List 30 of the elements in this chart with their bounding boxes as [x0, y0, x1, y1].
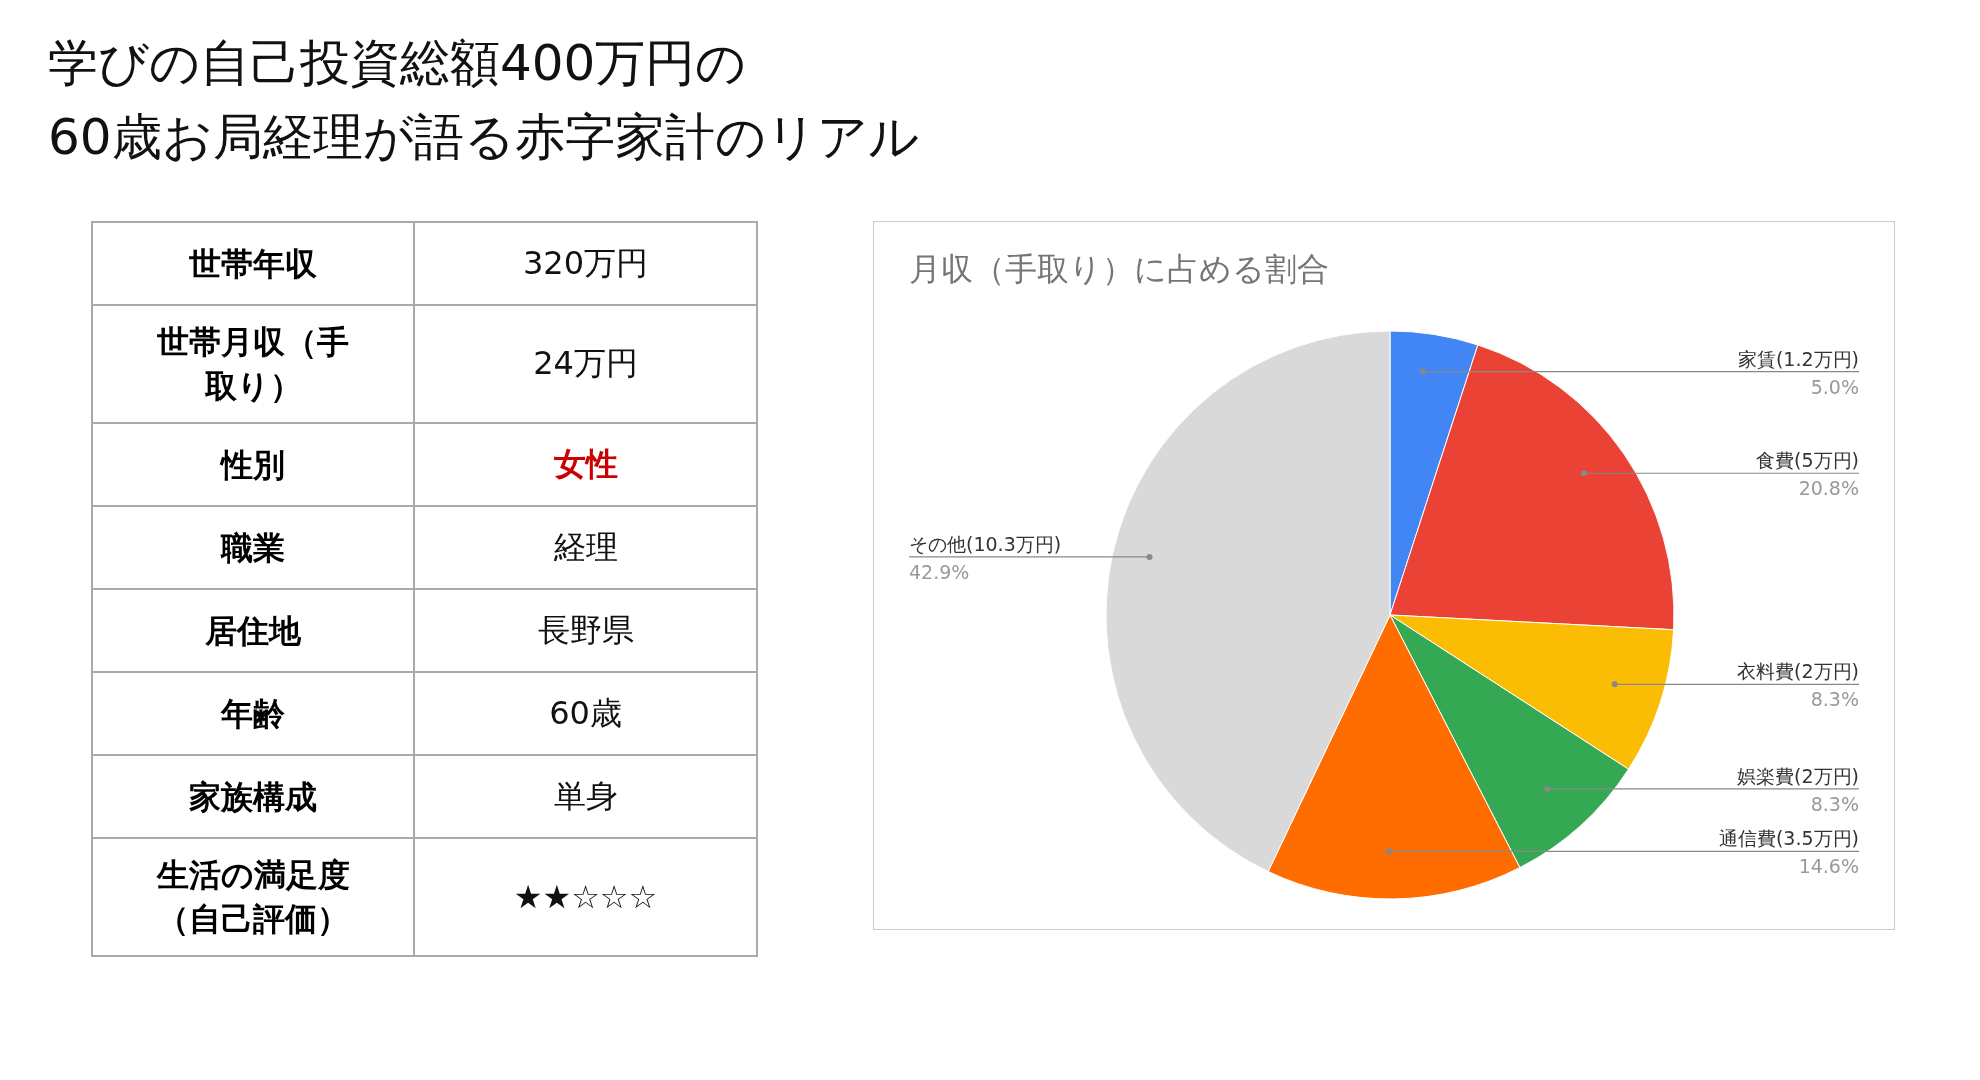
- slice-label: その他(10.3万円): [909, 532, 1062, 555]
- text: ★★☆☆☆: [414, 838, 757, 956]
- text: 女性: [414, 423, 757, 506]
- data-label: 8.3%: [1810, 688, 1859, 711]
- text: 性別: [221, 444, 285, 486]
- text: 世帯月収（手取り）: [156, 322, 350, 407]
- text: 生活の満足度（自己評価）: [155, 855, 351, 940]
- text: 家族構成: [189, 776, 317, 818]
- text: 居住地: [205, 610, 301, 652]
- text: 職業: [221, 527, 285, 569]
- text: 経理: [414, 506, 757, 589]
- data-label: 5.0%: [1810, 375, 1859, 398]
- data-label: 14.6%: [1798, 855, 1859, 878]
- slice-label: 通信費(3.5万円): [1718, 827, 1859, 850]
- data-label: 8.3%: [1810, 792, 1859, 815]
- chart-title: 月収（手取り）に占める割合: [909, 249, 1329, 290]
- data-label: 20.8%: [1798, 477, 1859, 500]
- slice-label: 家賃(1.2万円): [1737, 347, 1859, 370]
- text: 60歳: [414, 672, 757, 755]
- text: 世帯年収: [189, 243, 317, 285]
- slice-label: 食費(5万円): [1756, 449, 1859, 472]
- text: 長野県: [414, 589, 757, 672]
- slice-label: 衣料費(2万円): [1737, 660, 1859, 683]
- text: 24万円: [414, 305, 757, 423]
- data-label: 42.9%: [909, 560, 970, 583]
- text: 学びの自己投資総額400万円の 60歳お局経理が語る赤字家計のリアル: [48, 33, 919, 168]
- text: 年齢: [221, 693, 285, 735]
- slice-label: 娯楽費(2万円): [1737, 764, 1859, 787]
- text: 320万円: [414, 222, 757, 305]
- text: 単身: [414, 755, 757, 838]
